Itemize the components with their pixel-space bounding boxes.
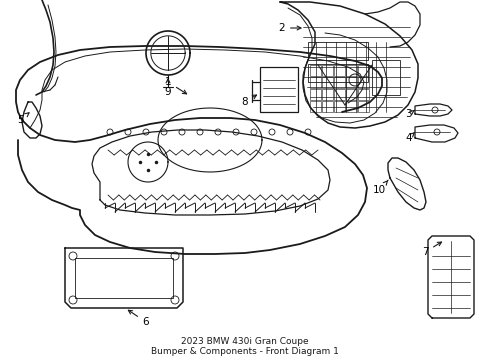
Bar	[346, 77, 357, 88]
Text: 7: 7	[422, 242, 441, 257]
Bar	[75, 258, 173, 298]
Text: 4: 4	[405, 132, 415, 143]
Text: 2: 2	[278, 23, 301, 33]
Bar	[346, 65, 357, 76]
Bar	[322, 101, 333, 112]
Bar	[334, 77, 345, 88]
Bar	[346, 101, 357, 112]
Bar	[310, 89, 321, 100]
Text: 6: 6	[128, 310, 149, 327]
Bar	[346, 89, 357, 100]
Text: 8: 8	[242, 95, 257, 107]
Bar	[334, 101, 345, 112]
Text: Bumper & Components - Front Diagram 1: Bumper & Components - Front Diagram 1	[151, 347, 339, 356]
Bar	[322, 77, 333, 88]
Bar	[310, 101, 321, 112]
Text: 5: 5	[17, 113, 29, 125]
Bar	[372, 60, 400, 95]
Text: 10: 10	[373, 180, 388, 195]
Text: 9: 9	[165, 79, 172, 97]
Bar	[310, 77, 321, 88]
Text: 2023 BMW 430i Gran Coupe: 2023 BMW 430i Gran Coupe	[181, 338, 309, 346]
Bar	[308, 64, 368, 82]
Bar	[322, 65, 333, 76]
Bar	[358, 65, 369, 76]
Text: 3: 3	[405, 109, 415, 119]
Bar	[310, 65, 321, 76]
Bar	[308, 42, 368, 60]
Bar	[322, 89, 333, 100]
Bar	[260, 67, 298, 112]
Bar	[358, 101, 369, 112]
Bar	[334, 65, 345, 76]
Bar	[334, 89, 345, 100]
Text: 1: 1	[165, 77, 187, 94]
Bar	[358, 77, 369, 88]
Bar	[358, 89, 369, 100]
